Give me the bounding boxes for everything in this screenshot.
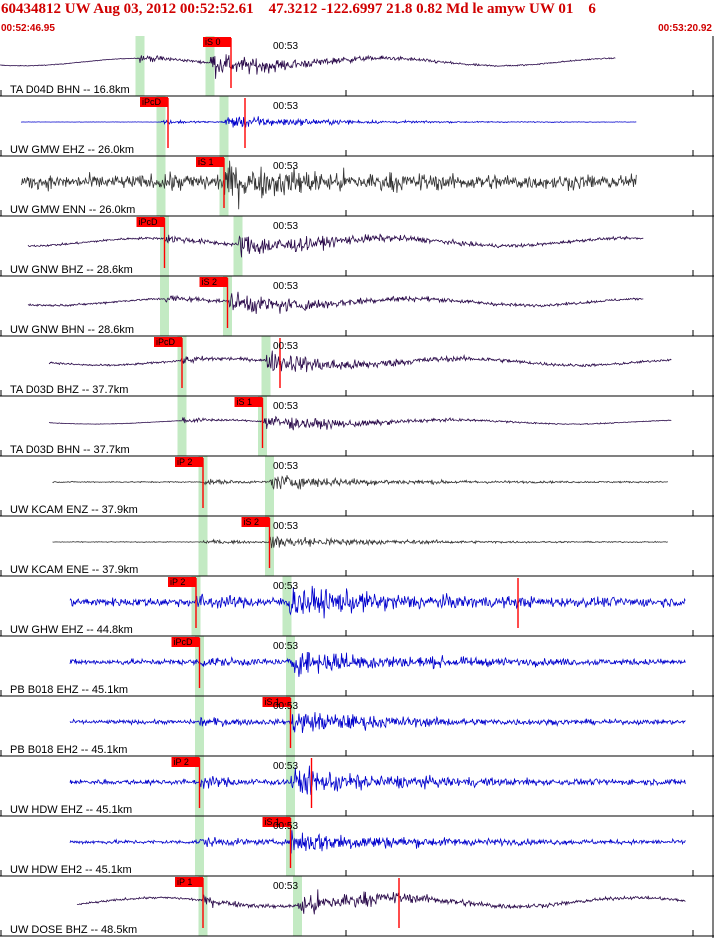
pick-label: iS 1 [265, 697, 281, 707]
time-tick-label: 00:53 [273, 821, 298, 832]
pick-label: iPcD [174, 637, 194, 647]
station-label: UW GNW BHZ -- 28.6km [10, 264, 133, 276]
pick-label-box[interactable] [140, 97, 168, 107]
pick-label-box[interactable] [171, 637, 200, 647]
pick-label: iP 2 [170, 577, 185, 587]
pick-label-box[interactable] [199, 277, 228, 287]
pick-label-box[interactable] [175, 877, 203, 887]
seismogram-plot: iS 0 iPcD iS 1 iPcD iS 2 iPcD iS 1 iP 2 iS 2 iP 2… [0, 36, 714, 938]
station-label: TA D03D BHN -- 37.7km [10, 444, 130, 456]
trace-waveform [52, 475, 668, 490]
p-window [195, 816, 204, 876]
s-window [261, 336, 271, 396]
time-tick-label: 00:53 [273, 161, 298, 172]
header: 60434812 UW Aug 03, 2012 00:52:52.61 47.… [0, 0, 714, 36]
pick-label-box[interactable] [203, 37, 231, 47]
s-window [265, 456, 274, 516]
trace-waveform [69, 651, 686, 677]
p-window [198, 516, 208, 576]
time-tick-label: 00:53 [273, 341, 298, 352]
pick-label-box[interactable] [154, 337, 182, 347]
p-window [135, 36, 145, 96]
time-tick-label: 00:53 [273, 401, 298, 412]
station-label: PB B018 EH2 -- 45.1km [10, 744, 127, 756]
time-tick-label: 00:53 [273, 701, 298, 712]
pick-label-box[interactable] [234, 397, 263, 407]
time-tick-label: 00:53 [273, 881, 298, 892]
pick-label: iP 2 [177, 457, 192, 467]
station-label: UW GHW EHZ -- 44.8km [10, 624, 133, 636]
trace-waveform [69, 585, 686, 619]
time-tick-label: 00:53 [273, 461, 298, 472]
pick-label: iS 2 [244, 517, 260, 527]
station-label: UW DOSE BHZ -- 48.5km [10, 924, 137, 936]
pick-label-box[interactable] [171, 757, 200, 767]
time-tick-label: 00:53 [273, 521, 298, 532]
trace-waveform [76, 889, 686, 915]
pick-label-box[interactable] [136, 217, 165, 227]
p-window [195, 696, 204, 756]
p-window [156, 96, 166, 156]
s-window [233, 216, 243, 276]
time-tick-label: 00:53 [273, 41, 298, 52]
pick-label: iPcD [156, 337, 176, 347]
s-window [286, 636, 295, 696]
station-label: TA D04D BHN -- 16.8km [10, 84, 130, 96]
pick-label-box[interactable] [241, 517, 270, 527]
trace-waveform [69, 765, 686, 795]
s-window [219, 96, 229, 156]
trace-waveform [52, 535, 668, 549]
pick-label-box[interactable] [262, 817, 291, 827]
s-window [282, 576, 292, 636]
station-label: TA D03D BHZ -- 37.7km [10, 384, 128, 396]
trace-waveform [69, 712, 686, 734]
time-tick-label: 00:53 [273, 281, 298, 292]
pick-label: iS 1 [265, 817, 281, 827]
trace-waveform [48, 350, 672, 373]
pick-label-box[interactable] [175, 457, 203, 467]
trace-waveform [69, 830, 686, 854]
trace-waveform [27, 291, 644, 314]
trace-waveform [20, 116, 637, 128]
trace-waveform [0, 54, 616, 79]
pick-label: iS 1 [237, 397, 253, 407]
station-label: UW HDW EH2 -- 45.1km [10, 864, 132, 876]
pick-label: iS 0 [205, 37, 221, 47]
time-tick-label: 00:53 [273, 761, 298, 772]
station-label: UW KCAM ENZ -- 37.9km [10, 504, 138, 516]
pick-label: iP 1 [177, 877, 192, 887]
pick-label-box[interactable] [262, 697, 291, 707]
pick-label: iS 2 [202, 277, 218, 287]
station-label: PB B018 EHZ -- 45.1km [10, 684, 128, 696]
pick-label: iS 1 [198, 157, 214, 167]
trace-waveform [27, 233, 644, 258]
p-window [160, 276, 169, 336]
time-tick-label: 00:53 [273, 641, 298, 652]
time-tick-label: 00:53 [273, 581, 298, 592]
pick-label: iPcD [142, 97, 162, 107]
pick-label: iPcD [139, 217, 159, 227]
p-window [177, 396, 187, 456]
time-tick-label: 00:53 [273, 101, 298, 112]
trace-waveform [20, 160, 637, 210]
station-label: UW HDW EHZ -- 45.1km [10, 804, 132, 816]
pick-label-box[interactable] [196, 157, 224, 167]
time-tick-label: 00:53 [273, 221, 298, 232]
pick-label: iP 2 [174, 757, 189, 767]
start-time: 00:52:46.95 [1, 23, 55, 34]
station-label: UW KCAM ENE -- 37.9km [10, 564, 138, 576]
trace-waveform [48, 415, 672, 431]
station-label: UW GNW BHN -- 28.6km [10, 324, 134, 336]
s-window [205, 36, 215, 96]
end-time: 00:53:20.92 [658, 23, 712, 34]
event-title: 60434812 UW Aug 03, 2012 00:52:52.61 47.… [1, 1, 596, 17]
pick-label-box[interactable] [168, 577, 196, 587]
s-window [286, 756, 295, 816]
station-label: UW GMW EHZ -- 26.0km [10, 144, 134, 156]
station-label: UW GMW ENN -- 26.0km [10, 204, 135, 216]
